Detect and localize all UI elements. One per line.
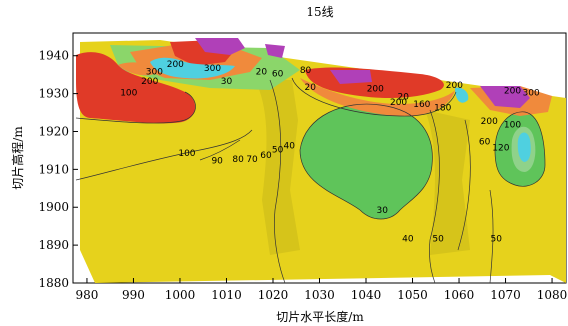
contour-label: 50 [272, 145, 284, 155]
contour-fill-layer [76, 38, 566, 283]
contour-50-right [489, 189, 494, 283]
contour-50 [457, 119, 471, 251]
contour-label: 80 [300, 66, 312, 76]
contour-label: 100 [504, 121, 521, 131]
contour-right-ring [494, 111, 546, 187]
y-tick-label: 1930 [38, 87, 69, 101]
cyan-zone-mid [455, 87, 469, 103]
contour-lines [75, 77, 546, 283]
x-tick-label: 1010 [211, 288, 242, 302]
y-axis-title: 切片高程/m [10, 126, 25, 190]
x-tick-label: 980 [75, 288, 98, 302]
contour-label: 300 [523, 89, 540, 99]
contour-label: 20 [304, 83, 316, 93]
y-tick-label: 1910 [38, 162, 69, 176]
cyan-zone-right [517, 132, 531, 162]
x-tick-label: 1040 [351, 288, 382, 302]
green-zone-center [300, 104, 433, 219]
contour-90 [199, 139, 241, 161]
x-tick-label: 1070 [490, 288, 521, 302]
contour-label: 30 [377, 206, 389, 216]
cyan-zone-top [150, 57, 235, 79]
contour-label: 200 [367, 85, 384, 95]
section-olive-region [255, 80, 300, 255]
y-tick-label: 1890 [38, 238, 69, 252]
contour-label: 100 [178, 149, 195, 159]
x-tick-label: 1020 [258, 288, 289, 302]
contour-label: 60 [272, 70, 284, 80]
contour-label: 160 [413, 100, 430, 110]
orange-band-mid [300, 78, 455, 117]
contour-label: 50 [432, 234, 444, 244]
contour-label: 300 [204, 64, 221, 74]
x-tick-label: 1050 [397, 288, 428, 302]
contour-label: 60 [260, 151, 272, 161]
contour-label: 20 [256, 68, 268, 78]
x-tick-label: 1080 [537, 288, 568, 302]
contour-label: 200 [481, 117, 498, 127]
y-tick-label: 1880 [38, 276, 69, 290]
contour-label: 100 [120, 89, 137, 99]
x-axis-title: 切片水平长度/m [276, 309, 364, 324]
magenta-zone-right [480, 86, 530, 108]
contour-40-b [429, 109, 440, 283]
contour-label: 30 [221, 77, 233, 87]
contour-label: 40 [284, 142, 296, 152]
y-tick-label: 1920 [38, 124, 69, 138]
contour-label: 60 [479, 138, 491, 148]
red-zone-left [76, 52, 196, 124]
x-tick-label: 1000 [165, 288, 196, 302]
section-olive-region-2 [425, 110, 470, 255]
contour-label: 120 [492, 143, 509, 153]
magenta-zone-mid [330, 70, 372, 84]
contour-label: 20 [397, 92, 409, 102]
magenta-zone-top-2 [265, 44, 285, 58]
contour-label: 70 [246, 155, 258, 165]
contour-label: 200 [390, 98, 407, 108]
y-tick-label: 1900 [38, 200, 69, 214]
y-tick-label: 1940 [38, 49, 69, 63]
contour-30-center [299, 103, 433, 220]
contour-label: 80 [232, 155, 244, 165]
contour-top-left [75, 91, 196, 124]
x-tick-label: 990 [122, 288, 145, 302]
x-axis: 980 990 1000 1010 1020 1030 1040 1050 1060 1070 10… [75, 278, 567, 302]
contour-label: 40 [402, 234, 414, 244]
contour-label: 300 [146, 68, 163, 78]
chart-title: 15线 [306, 5, 333, 19]
contour-label: 180 [434, 104, 451, 114]
x-tick-label: 1030 [304, 288, 335, 302]
contour-label: 50 [491, 234, 503, 244]
contour-100-left [75, 129, 253, 181]
y-axis: 1880 1890 1900 1910 1920 1930 1940 [38, 49, 78, 290]
contour-label: 200 [141, 77, 158, 87]
contour-label: 90 [211, 157, 223, 167]
contour-top-mid [291, 77, 457, 117]
magenta-zone-top [195, 38, 245, 55]
x-tick-label: 1060 [444, 288, 475, 302]
contour-label: 200 [504, 87, 521, 97]
contour-40-a [269, 79, 286, 283]
contour-label: 200 [167, 60, 184, 70]
contour-label: 200 [446, 81, 463, 91]
